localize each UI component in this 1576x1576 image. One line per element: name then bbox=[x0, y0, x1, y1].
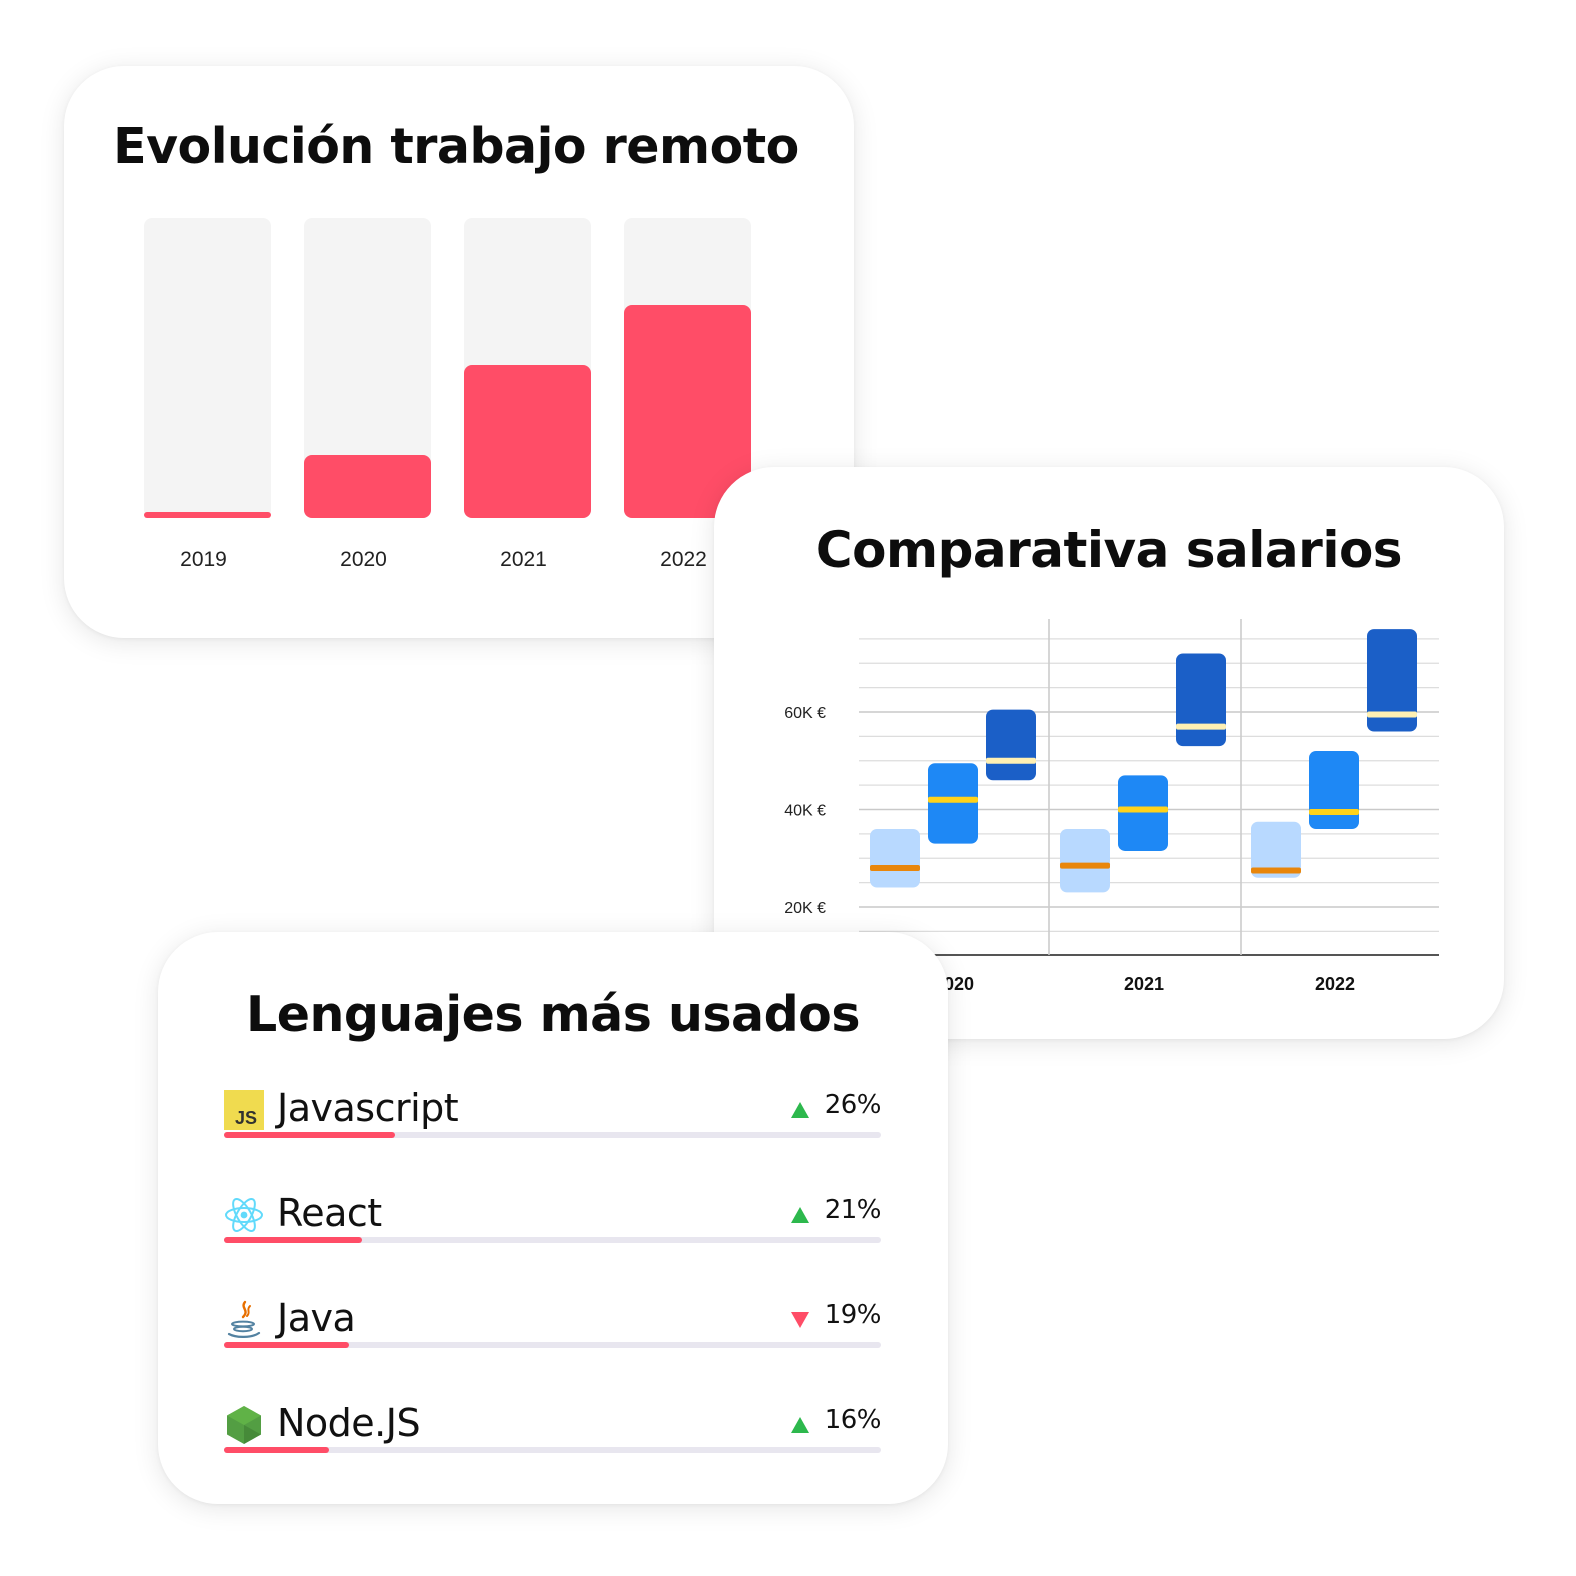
usage-bar-fill bbox=[224, 1132, 395, 1138]
java-icon bbox=[227, 1300, 261, 1338]
y-tick-label: 20K € bbox=[784, 900, 826, 917]
salary-median-marker bbox=[1367, 711, 1417, 718]
bar-2020 bbox=[304, 455, 431, 518]
nodejs-icon bbox=[227, 1406, 261, 1444]
react-icon bbox=[225, 1198, 263, 1232]
bar-2019 bbox=[144, 512, 271, 518]
remote-work-chart: 2019 2020 2021 2022 bbox=[144, 218, 751, 571]
usage-bar-fill bbox=[224, 1447, 330, 1453]
salary-range-bar bbox=[1309, 751, 1359, 829]
x-tick-label: 2019 bbox=[180, 548, 227, 571]
salary-comparison-title: Comparativa salarios bbox=[815, 521, 1403, 579]
language-percentage: 16% bbox=[824, 1405, 882, 1435]
salary-range-bar bbox=[1060, 829, 1110, 893]
y-tick-label: 60K € bbox=[784, 705, 826, 722]
javascript-icon: JS bbox=[224, 1090, 264, 1130]
trend-up-icon bbox=[791, 1207, 809, 1223]
language-name: Node.JS bbox=[277, 1401, 421, 1445]
trend-up-icon bbox=[791, 1102, 809, 1118]
salary-range-bar bbox=[1367, 629, 1417, 732]
salary-median-marker bbox=[1118, 806, 1168, 813]
salary-range-bar bbox=[1118, 775, 1168, 851]
salary-median-marker bbox=[1251, 867, 1301, 874]
salary-median-marker bbox=[986, 757, 1036, 764]
usage-bar-track bbox=[224, 1342, 881, 1348]
salary-median-marker bbox=[1060, 862, 1110, 869]
trend-up-icon bbox=[791, 1417, 809, 1433]
bar-track bbox=[304, 218, 431, 518]
bar-2021 bbox=[464, 365, 591, 518]
usage-bar-track bbox=[224, 1237, 881, 1243]
x-tick-label: 2021 bbox=[1124, 974, 1164, 994]
remote-work-title: Evolución trabajo remoto bbox=[113, 118, 799, 175]
salary-median-marker bbox=[1309, 808, 1359, 815]
x-tick-label: 2022 bbox=[1315, 974, 1355, 994]
trend-down-icon bbox=[791, 1312, 809, 1328]
language-row-javascript: JS Javascript 26% bbox=[224, 1086, 882, 1158]
y-tick-label: 40K € bbox=[784, 803, 826, 820]
salary-range-bar bbox=[870, 829, 920, 888]
salary-range-bar bbox=[986, 709, 1036, 781]
language-percentage: 26% bbox=[824, 1090, 882, 1120]
salary-median-marker bbox=[928, 796, 978, 803]
salary-range-bar bbox=[928, 763, 978, 844]
bar-2022 bbox=[624, 305, 751, 518]
bar-track bbox=[144, 218, 271, 518]
salary-median-marker bbox=[1176, 723, 1226, 730]
usage-bar-fill bbox=[224, 1237, 362, 1243]
usage-bar-track bbox=[224, 1132, 881, 1138]
usage-bar-track bbox=[224, 1447, 881, 1453]
x-tick-label: 2020 bbox=[340, 548, 387, 571]
language-percentage: 19% bbox=[824, 1300, 882, 1330]
language-row-react: React 21% bbox=[224, 1191, 882, 1263]
svg-text:JS: JS bbox=[235, 1108, 257, 1128]
remote-work-card: Evolución trabajo remoto 2019 2020 2021 202… bbox=[64, 66, 854, 638]
language-percentage: 21% bbox=[824, 1195, 882, 1225]
salary-median-marker bbox=[870, 865, 920, 871]
x-tick-label: 2021 bbox=[500, 548, 547, 571]
language-name: Javascript bbox=[277, 1086, 459, 1130]
language-name: Java bbox=[277, 1296, 356, 1340]
languages-title: Lenguajes más usados bbox=[246, 986, 860, 1043]
salary-range-bar bbox=[1176, 653, 1226, 747]
usage-bar-fill bbox=[224, 1342, 349, 1348]
salary-comparison-chart: 20K €40K €60K €2020 2021 2022 bbox=[784, 619, 1439, 994]
language-row-nodejs: Node.JS 16% bbox=[224, 1401, 882, 1473]
language-name: React bbox=[277, 1191, 382, 1235]
x-tick-label: 2022 bbox=[660, 548, 707, 571]
languages-card: Lenguajes más usados JS Javascript 26% R… bbox=[158, 932, 948, 1504]
salary-range-bar bbox=[1251, 821, 1301, 878]
language-row-java: Java 19% bbox=[224, 1296, 882, 1368]
